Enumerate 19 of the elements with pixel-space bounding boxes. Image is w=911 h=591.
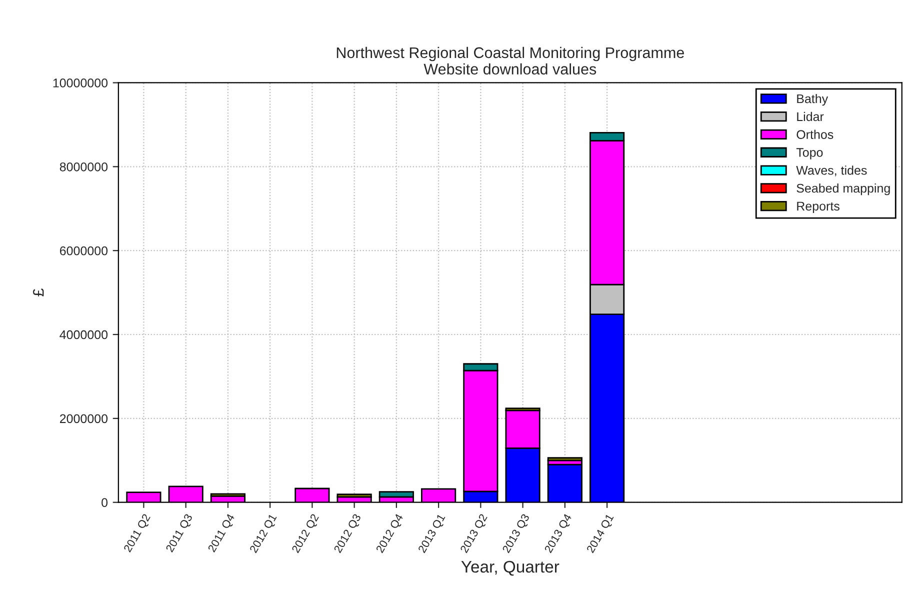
bar <box>378 491 414 498</box>
legend-label: Orthos <box>796 130 834 139</box>
y-tick-label: 6000000 <box>60 246 108 256</box>
y-axis-title: £ <box>33 288 44 296</box>
y-tick-label: 10000000 <box>53 78 108 88</box>
legend-label: Reports <box>797 202 840 214</box>
y-tick-label: 0 <box>102 498 108 507</box>
chart-title: Northwest Regional Coastal Monitoring Programme Website download values <box>336 46 684 75</box>
legend-label: Seabed mapping <box>796 184 890 196</box>
bar <box>547 457 582 462</box>
y-tick-label: 4000000 <box>60 330 108 340</box>
legend-label: Waves, tides <box>796 166 867 176</box>
x-axis-title: Year, Quarter <box>461 560 560 576</box>
legend-label: Topo <box>796 148 823 160</box>
y-tick-label: 2000000 <box>60 414 108 424</box>
legend-label: Bathy <box>797 94 828 106</box>
y-tick-label: 8000000 <box>60 162 108 172</box>
bar <box>336 494 372 498</box>
legend-label: Lidar <box>797 112 824 122</box>
